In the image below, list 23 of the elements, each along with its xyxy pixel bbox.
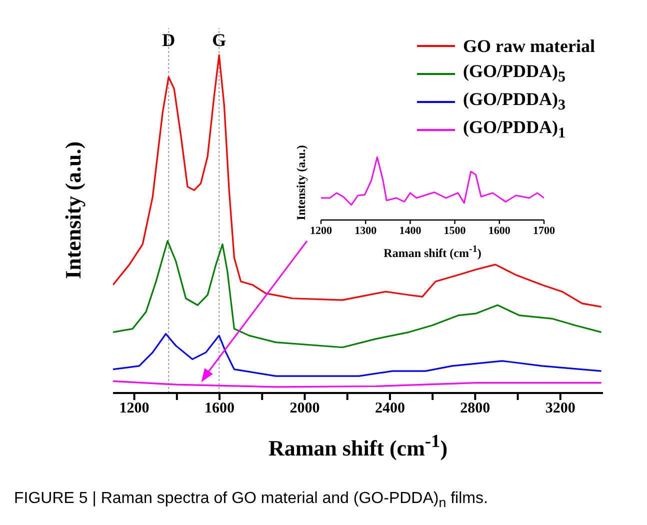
y-axis-title: Intensity (a.u.) xyxy=(294,144,308,220)
caption: FIGURE 5 | Raman spectra of GO material and (GO-PDDA)$_{n}$ films. xyxy=(14,490,488,510)
x-axis-title: Raman shift (cm$^{-1}$) xyxy=(382,244,482,261)
x-tick-label: 2000 xyxy=(290,400,320,417)
x-tick-label: 2800 xyxy=(460,400,490,417)
x-tick-label: 1700 xyxy=(533,224,556,237)
legend-label: (GO/PDDA)$_{3}$ xyxy=(463,89,566,115)
x-tick-label: 1300 xyxy=(354,224,378,237)
y-axis-title: Intensity (a.u.) xyxy=(60,140,86,282)
x-tick-label: 1600 xyxy=(204,400,235,417)
x-tick-label: 2400 xyxy=(374,400,405,417)
legend-label: (GO/PDDA)$_{5}$ xyxy=(463,61,566,87)
x-axis-title: Raman shift (cm$^{-1}$) xyxy=(267,431,449,462)
legend-label: GO raw material xyxy=(463,36,595,56)
legend-label: (GO/PDDA)$_{1}$ xyxy=(463,117,566,143)
ref-line-label: D xyxy=(162,30,176,50)
x-tick-label: 1200 xyxy=(310,224,332,237)
x-tick-label: 3200 xyxy=(545,400,576,417)
x-tick-label: 1600 xyxy=(488,224,511,237)
ref-line-label: G xyxy=(212,30,226,50)
x-tick-label: 1200 xyxy=(119,400,150,417)
x-tick-label: 1400 xyxy=(399,224,422,237)
x-tick-label: 1500 xyxy=(444,224,466,237)
